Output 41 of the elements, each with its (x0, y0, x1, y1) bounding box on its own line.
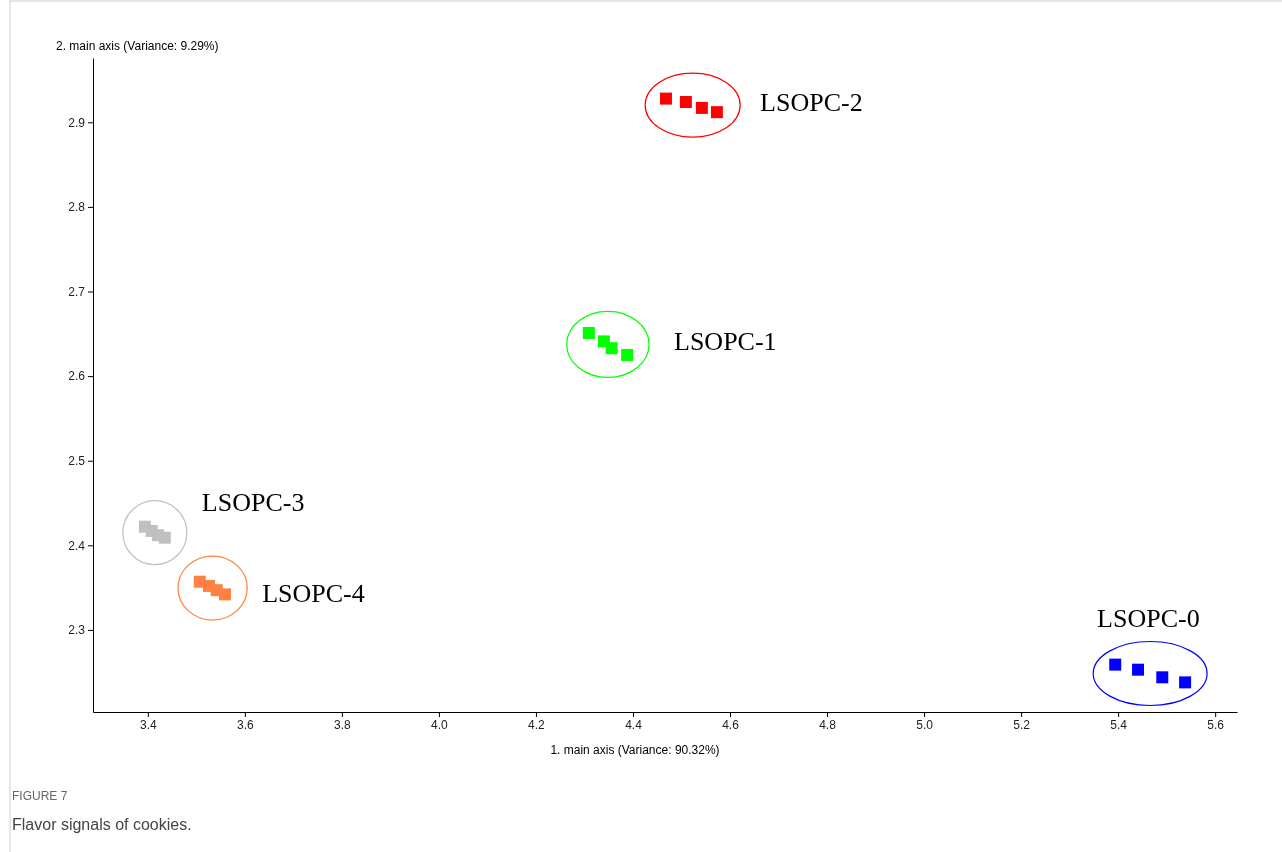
point (1179, 676, 1192, 689)
x-tick-label: 3.4 (139, 717, 157, 732)
point (1156, 671, 1169, 684)
series-label: LSOPC-4 (262, 579, 365, 609)
x-tick-label: 4.0 (431, 717, 449, 732)
x-tick-label: 4.4 (625, 717, 643, 732)
point (621, 348, 634, 361)
x-tick-label: 4.2 (528, 717, 546, 732)
point (695, 101, 708, 114)
x-tick-label: 5.0 (916, 717, 934, 732)
y-axis-title: 2. main axis (Variance: 9.29%) (56, 39, 219, 53)
point (710, 106, 723, 119)
point (1109, 658, 1122, 671)
point (659, 92, 672, 105)
x-tick-label: 5.4 (1110, 717, 1128, 732)
y-tick-label: 2.3 (68, 623, 86, 638)
y-tick-label: 2.7 (68, 284, 86, 299)
point (605, 342, 618, 355)
x-axis-title: 1. main axis (Variance: 90.32%) (550, 743, 720, 757)
point (582, 326, 595, 339)
x-tick-label: 3.6 (237, 717, 255, 732)
x-tick-label: 5.2 (1013, 717, 1031, 732)
point (158, 531, 171, 544)
series-label: LSOPC-2 (760, 88, 863, 118)
y-tick-label: 2.6 (68, 369, 86, 384)
x-tick-label: 4.6 (722, 717, 740, 732)
text: Flavor signals of cookies. (12, 816, 192, 833)
y-tick-label: 2.8 (68, 200, 86, 215)
y-tick-label: 2.9 (68, 115, 86, 130)
x-tick-label: 3.8 (334, 717, 352, 732)
point (679, 95, 692, 108)
x-tick-label: 4.8 (819, 717, 837, 732)
series-label: LSOPC-1 (674, 327, 777, 357)
point (218, 588, 231, 601)
caption: FIGURE 7 (12, 789, 68, 803)
x-tick-label: 5.6 (1207, 717, 1225, 732)
series-label: LSOPC-0 (1097, 603, 1200, 633)
point (1132, 663, 1145, 676)
y-tick-label: 2.4 (68, 538, 86, 553)
y-tick-label: 2.5 (68, 454, 86, 469)
series-label: LSOPC-3 (201, 487, 305, 517)
